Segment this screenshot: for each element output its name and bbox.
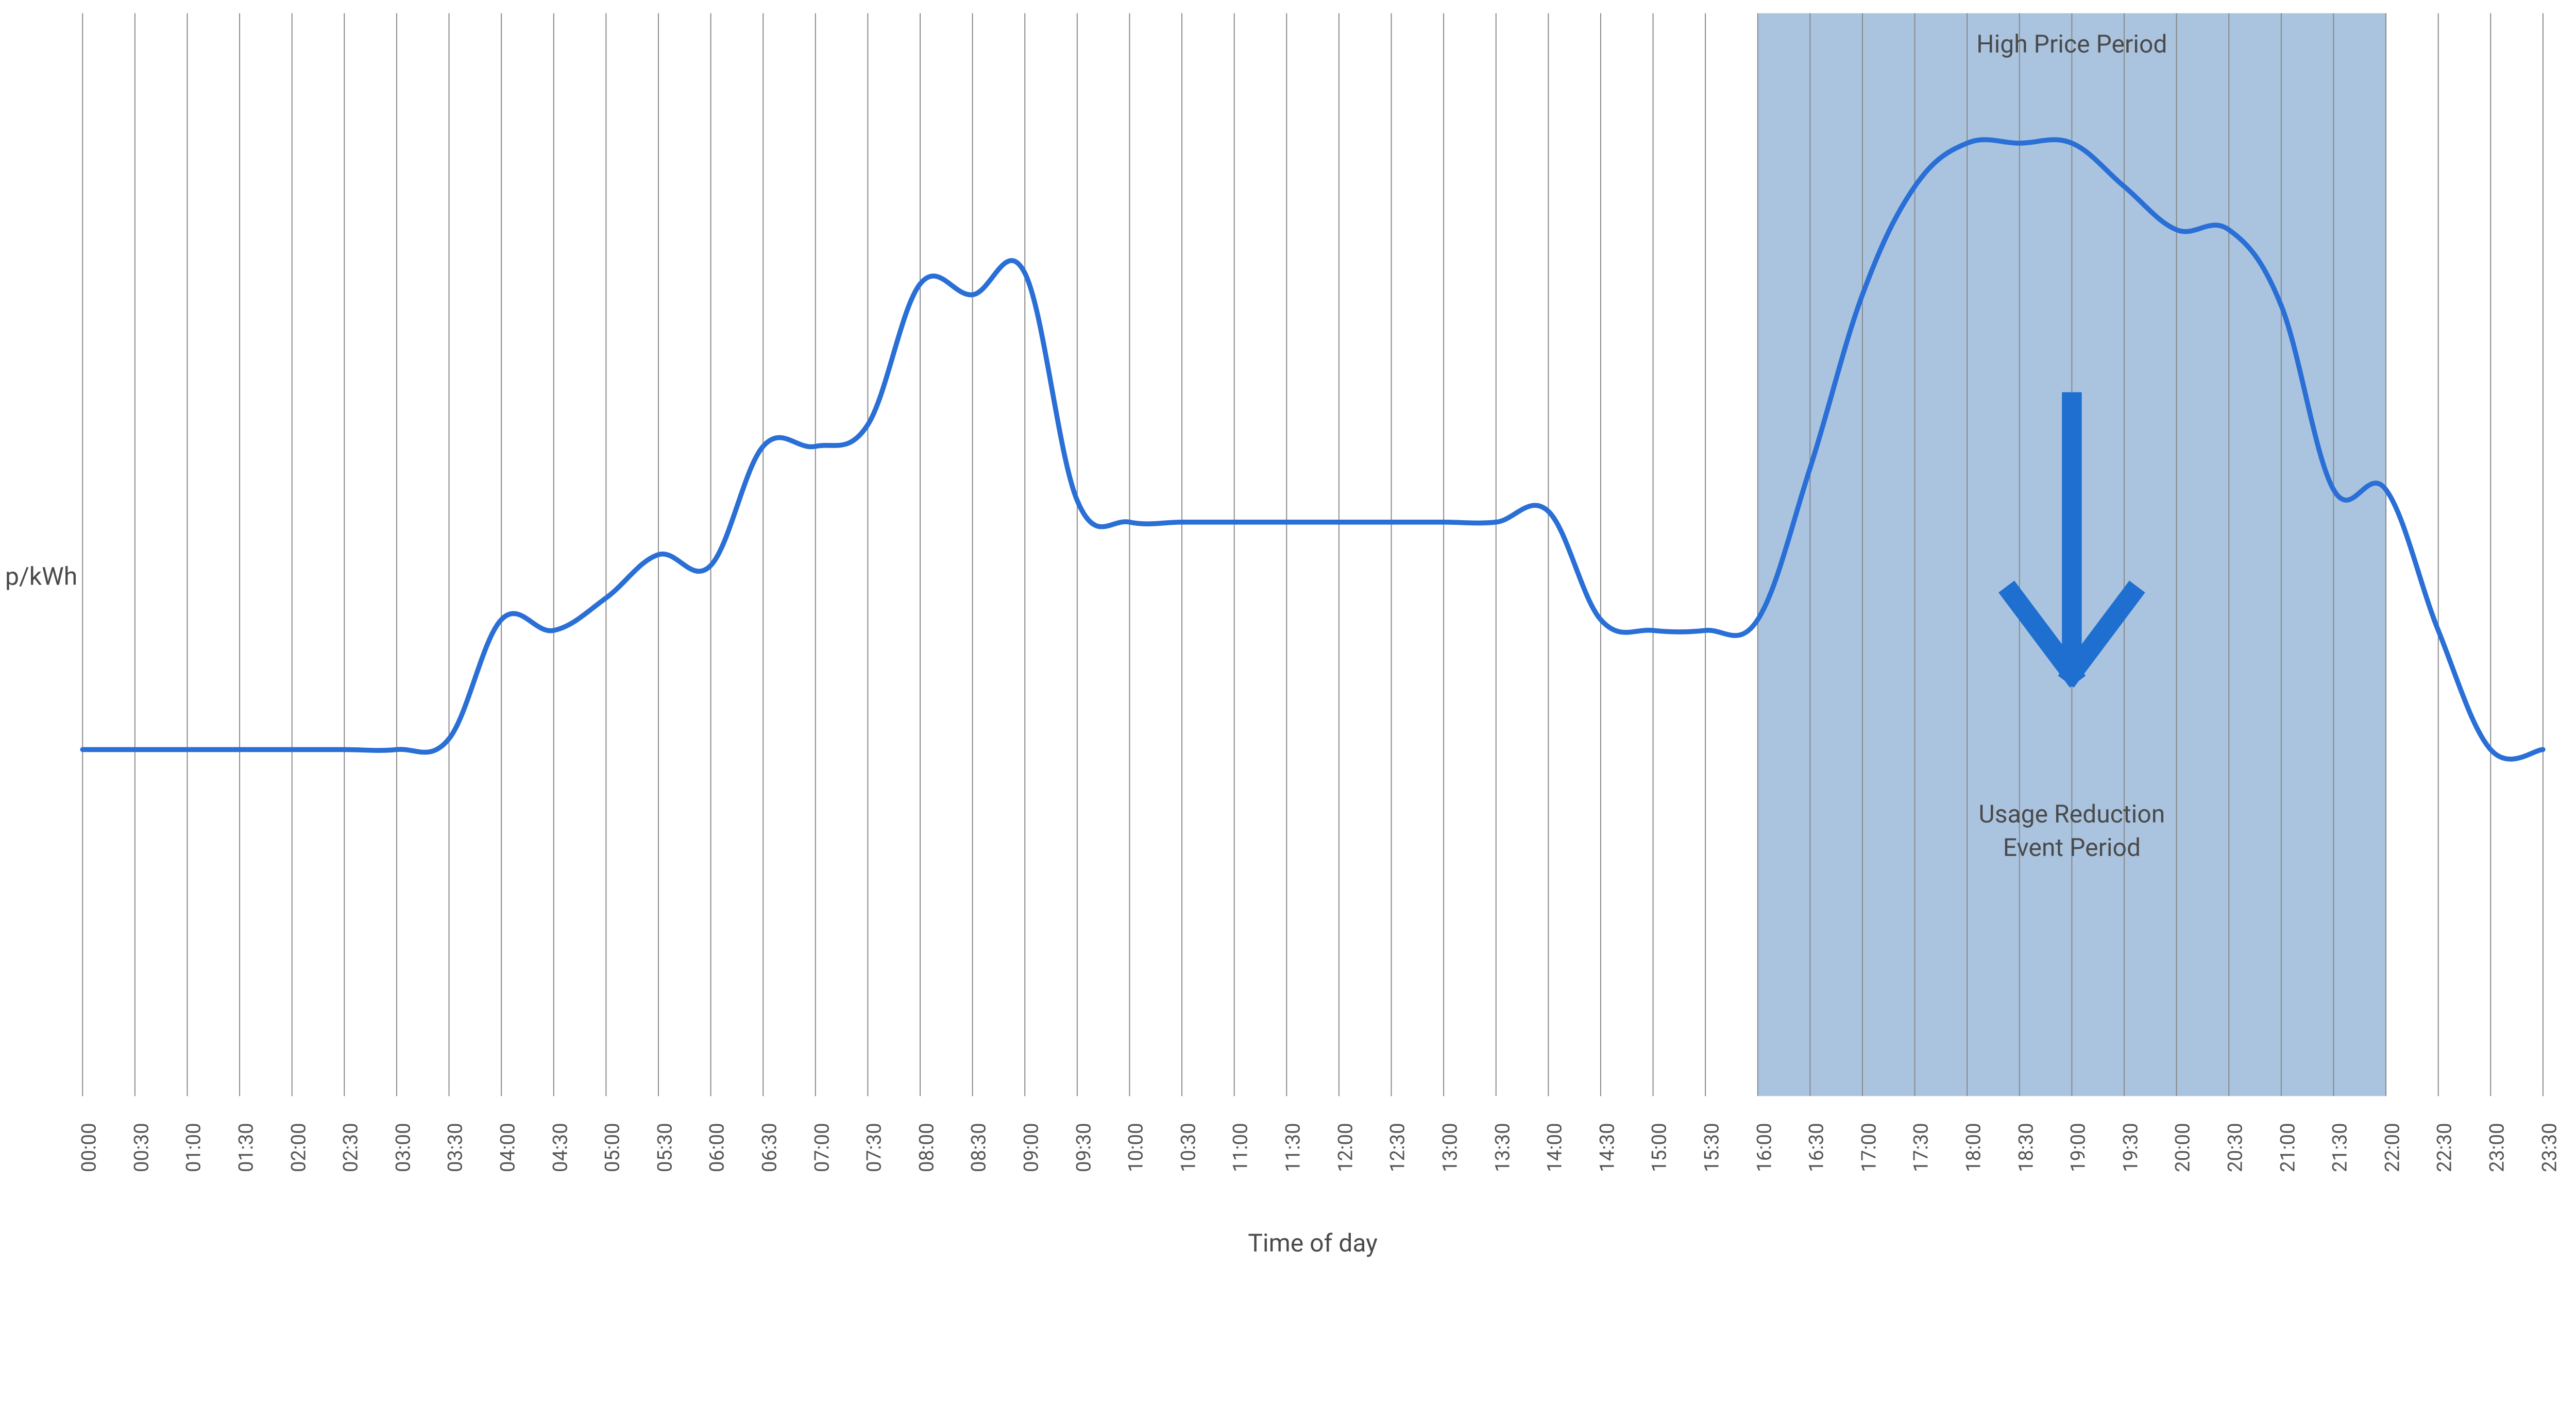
y-axis-label: p/kWh (5, 561, 77, 591)
x-tick-label: 10:30 (1177, 1123, 1200, 1172)
x-tick-label: 12:30 (1386, 1123, 1410, 1172)
x-tick-label: 05:30 (653, 1123, 676, 1172)
x-tick-label: 06:00 (706, 1123, 729, 1172)
x-tick-label: 08:00 (915, 1123, 938, 1172)
x-tick-label: 16:30 (1805, 1123, 1828, 1172)
x-tick-label: 14:00 (1544, 1123, 1567, 1172)
x-tick-label: 17:00 (1857, 1123, 1880, 1172)
energy-price-chart: p/kWh Time of day High Price Period Usag… (0, 0, 2576, 1255)
x-tick-label: 15:30 (1700, 1123, 1723, 1172)
x-tick-label: 14:30 (1596, 1123, 1619, 1172)
x-tick-label: 03:00 (392, 1123, 415, 1172)
x-tick-label: 06:30 (758, 1123, 781, 1172)
x-tick-label: 09:30 (1072, 1123, 1095, 1172)
x-tick-label: 20:00 (2172, 1123, 2195, 1172)
x-tick-label: 15:00 (1648, 1123, 1671, 1172)
x-tick-label: 23:00 (2486, 1123, 2509, 1172)
high-price-period-label: High Price Period (1976, 29, 2167, 59)
x-tick-label: 21:30 (2329, 1123, 2352, 1172)
x-tick-label: 22:30 (2433, 1123, 2456, 1172)
x-tick-label: 16:00 (1753, 1123, 1776, 1172)
x-tick-label: 04:00 (496, 1123, 519, 1172)
x-tick-label: 12:00 (1334, 1123, 1357, 1172)
x-tick-label: 01:30 (234, 1123, 258, 1172)
x-tick-label: 13:00 (1438, 1123, 1462, 1172)
x-tick-label: 07:00 (810, 1123, 834, 1172)
x-tick-label: 07:30 (863, 1123, 886, 1172)
x-tick-label: 22:00 (2381, 1123, 2404, 1172)
x-tick-label: 13:30 (1491, 1123, 1514, 1172)
x-tick-label: 11:00 (1229, 1123, 1252, 1172)
x-tick-label: 08:30 (968, 1123, 991, 1172)
x-tick-label: 01:00 (182, 1123, 206, 1172)
x-tick-label: 03:30 (444, 1123, 467, 1172)
x-tick-label: 00:30 (130, 1123, 153, 1172)
x-tick-label: 05:00 (601, 1123, 624, 1172)
x-tick-label: 19:00 (2067, 1123, 2090, 1172)
x-tick-label: 20:30 (2224, 1123, 2247, 1172)
x-tick-label: 19:30 (2119, 1123, 2142, 1172)
x-tick-label: 04:30 (549, 1123, 572, 1172)
x-tick-label: 02:00 (287, 1123, 310, 1172)
x-tick-label: 10:00 (1125, 1123, 1148, 1172)
x-tick-label: 09:00 (1020, 1123, 1043, 1172)
x-tick-label: 23:30 (2538, 1123, 2561, 1172)
x-tick-label: 21:00 (2276, 1123, 2299, 1172)
x-tick-label: 18:30 (2014, 1123, 2038, 1172)
x-tick-label: 17:30 (1910, 1123, 1933, 1172)
x-tick-label: 18:00 (1962, 1123, 1986, 1172)
x-tick-label: 11:30 (1282, 1123, 1305, 1172)
x-axis-label: Time of day (1248, 1228, 1378, 1258)
chart-svg (0, 0, 2576, 1255)
usage-reduction-event-label: Usage Reduction Event Period (1979, 798, 2165, 865)
x-tick-label: 02:30 (340, 1123, 363, 1172)
x-tick-label: 00:00 (78, 1123, 101, 1172)
